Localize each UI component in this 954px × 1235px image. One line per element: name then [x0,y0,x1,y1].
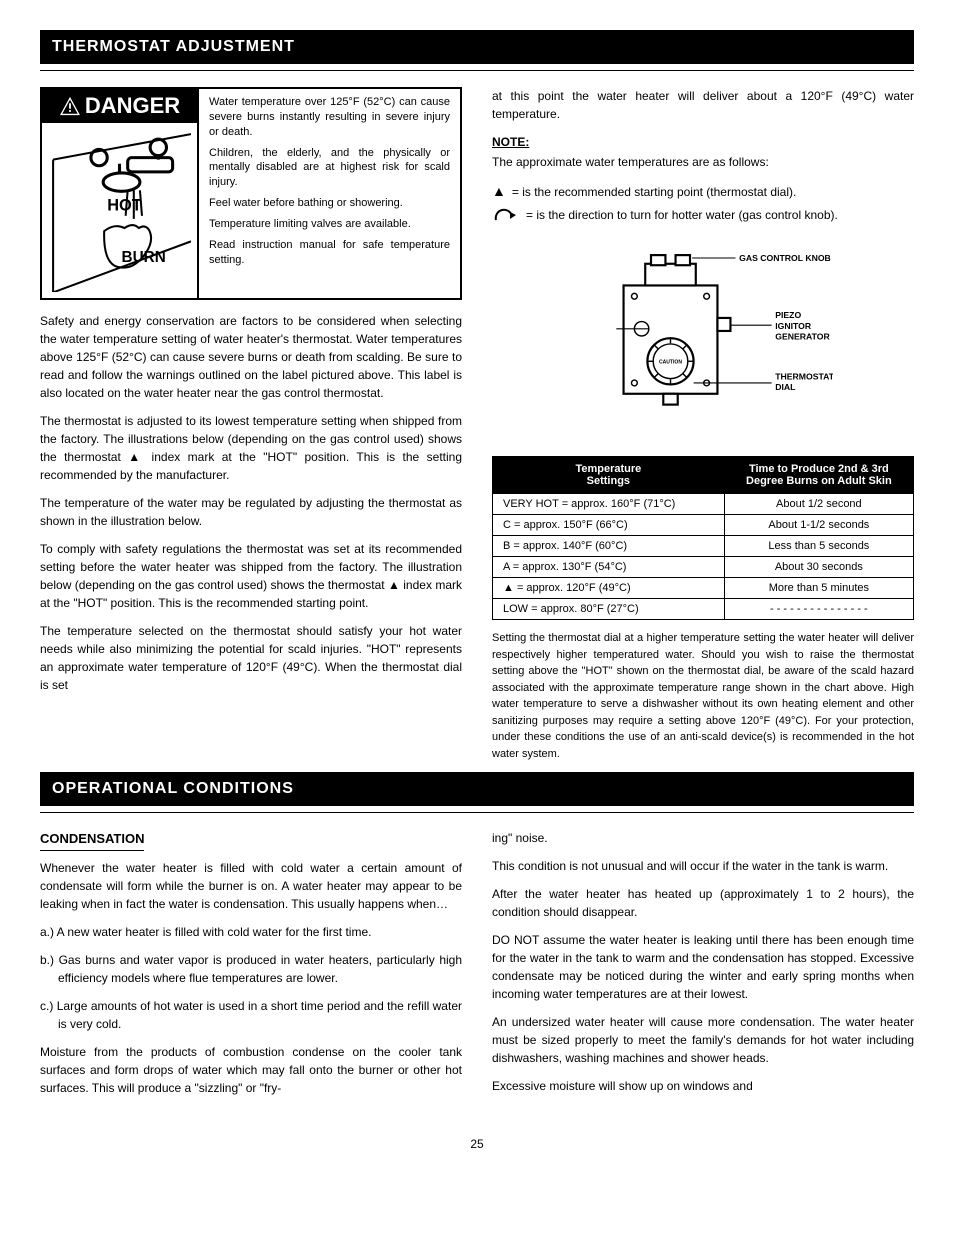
table-row: A = approx. 130°F (54°C)About 30 seconds [493,557,914,578]
body-para: The thermostat is adjusted to its lowest… [40,412,462,484]
table-cell: VERY HOT = approx. 160°F (71°C) [493,494,725,515]
danger-title: DANGER [42,89,197,123]
symbol-line: = is the direction to turn for hotter wa… [492,206,914,226]
subheading-condensation: CONDENSATION [40,829,144,851]
body-para: This condition is not unusual and will o… [492,857,914,875]
body-para: To comply with safety regulations the th… [40,540,462,612]
right-column-1: at this point the water heater will deli… [492,87,914,772]
body-para: The approximate water temperatures are a… [492,153,914,171]
body-para: The temperature selected on the thermost… [40,622,462,694]
svg-text:GENERATOR: GENERATOR [775,332,830,342]
body-para: DO NOT assume the water heater is leakin… [492,931,914,1003]
table-cell: LOW = approx. 80°F (27°C) [493,599,725,620]
table-row: LOW = approx. 80°F (27°C)- - - - - - - -… [493,599,914,620]
body-para: b.) Gas burns and water vapor is produce… [40,951,462,987]
right-after-table: Setting the thermostat dial at a higher … [492,630,914,762]
danger-para: Water temperature over 125°F (52°C) can … [209,95,450,140]
svg-text:THERMOSTAT: THERMOSTAT [775,371,833,381]
body-para: An undersized water heater will cause mo… [492,1013,914,1067]
left-body-text-1: Safety and energy conservation are facto… [40,312,462,694]
body-para: The temperature of the water may be regu… [40,494,462,530]
triangle-icon: ▲ [492,181,506,202]
table-row: B = approx. 140°F (60°C)Less than 5 seco… [493,536,914,557]
right-column-2: ing" noise. This condition is not unusua… [492,829,914,1107]
symbol-line: ▲ = is the recommended starting point (t… [492,181,914,202]
section-header-1: THERMOSTAT ADJUSTMENT [40,30,914,64]
gas-control-diagram: CAUTION GAS CONTROL KNOB [492,236,914,436]
table-cell: - - - - - - - - - - - - - - - [724,599,913,620]
page-number: 25 [40,1137,914,1151]
section-header-2: OPERATIONAL CONDITIONS [40,772,914,806]
danger-para: Children, the elderly, and the physicall… [209,146,450,191]
body-para: Whenever the water heater is filled with… [40,859,462,913]
divider [40,812,914,813]
body-para: c.) Large amounts of hot water is used i… [40,997,462,1033]
danger-para: Temperature limiting valves are availabl… [209,217,450,232]
danger-box: DANGER [40,87,462,300]
svg-text:PIEZO: PIEZO [775,310,801,320]
danger-text: Water temperature over 125°F (52°C) can … [199,89,460,298]
columns-section-2: CONDENSATION Whenever the water heater i… [40,829,914,1107]
temp-table-head-2: Time to Produce 2nd & 3rdDegree Burns on… [724,457,913,494]
danger-para: Feel water before bathing or showering. [209,196,450,211]
table-cell: Less than 5 seconds [724,536,913,557]
left-column-1: DANGER [40,87,462,772]
table-cell: About 1/2 second [724,494,913,515]
table-cell: More than 5 minutes [724,578,913,599]
temp-table-head-1: TemperatureSettings [493,457,725,494]
table-cell: ▲ = approx. 120°F (49°C) [493,578,725,599]
table-cell: B = approx. 140°F (60°C) [493,536,725,557]
table-cell: About 30 seconds [724,557,913,578]
table-row: C = approx. 150°F (66°C)About 1-1/2 seco… [493,515,914,536]
svg-text:BURN: BURN [122,249,166,266]
svg-text:IGNITOR: IGNITOR [775,321,812,331]
body-para: Safety and energy conservation are facto… [40,312,462,402]
body-para: a.) A new water heater is filled with co… [40,923,462,941]
body-para: Excessive moisture will show up on windo… [492,1077,914,1095]
arrow-arc-icon [492,206,520,226]
danger-illustration: HOT BURN [42,123,197,298]
columns-section-1: DANGER [40,87,914,772]
table-row: VERY HOT = approx. 160°F (71°C)About 1/2… [493,494,914,515]
warning-icon [59,96,81,116]
danger-left-panel: DANGER [42,89,199,298]
body-para: at this point the water heater will deli… [492,87,914,123]
table-row: ▲ = approx. 120°F (49°C)More than 5 minu… [493,578,914,599]
svg-text:CAUTION: CAUTION [659,359,682,365]
symbol-text: = is the direction to turn for hotter wa… [526,206,838,224]
divider [40,70,914,71]
danger-word: DANGER [85,93,180,119]
danger-para: Read instruction manual for safe tempera… [209,238,450,268]
svg-text:DIAL: DIAL [775,382,796,392]
body-para: Moisture from the products of combustion… [40,1043,462,1097]
body-para: After the water heater has heated up (ap… [492,885,914,921]
symbol-text: = is the recommended starting point (the… [512,183,796,201]
table-cell: C = approx. 150°F (66°C) [493,515,725,536]
table-cell: A = approx. 130°F (54°C) [493,557,725,578]
label-knob: GAS CONTROL KNOB [739,253,831,263]
temperature-table: TemperatureSettings Time to Produce 2nd … [492,456,914,620]
body-para: Setting the thermostat dial at a higher … [492,630,914,762]
note-label: NOTE: [492,133,914,151]
right-intro: at this point the water heater will deli… [492,87,914,171]
left-column-2: CONDENSATION Whenever the water heater i… [40,829,462,1107]
table-cell: About 1-1/2 seconds [724,515,913,536]
body-para: ing" noise. [492,829,914,847]
svg-text:HOT: HOT [107,197,141,215]
